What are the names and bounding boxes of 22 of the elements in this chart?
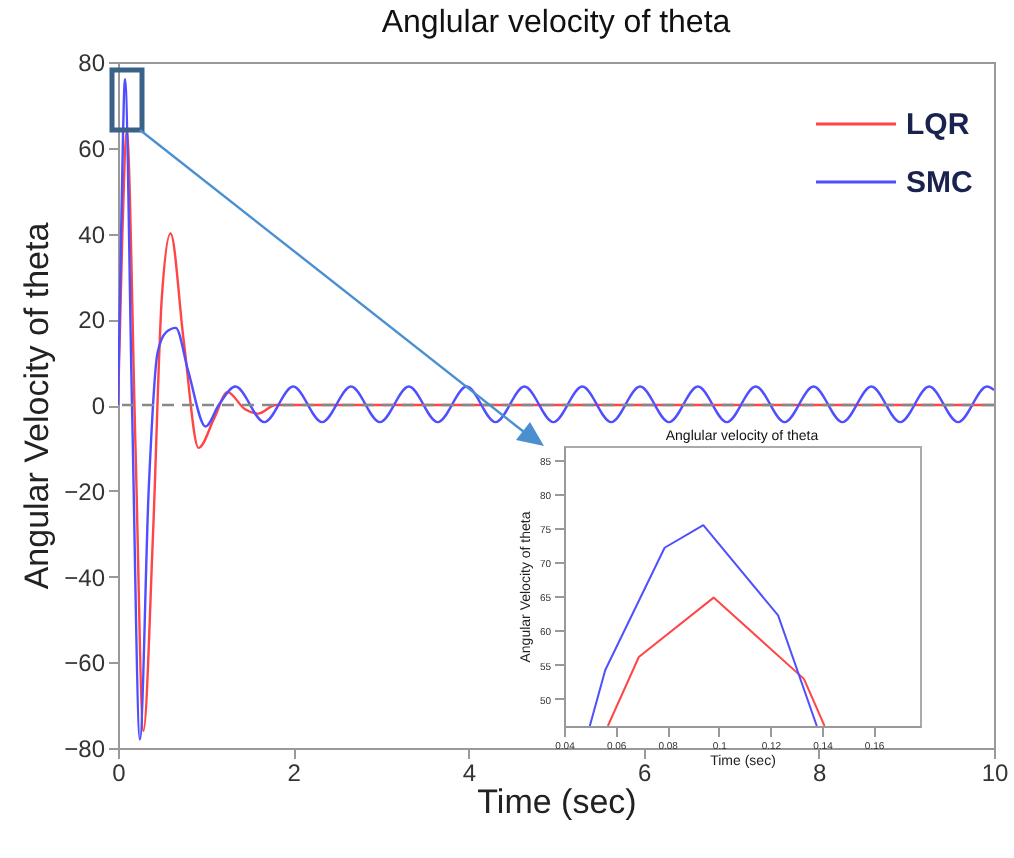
legend-label: LQR xyxy=(906,108,970,142)
x-tick-label: 4 xyxy=(462,759,477,787)
y-axis-title: Angular Velocity of theta xyxy=(18,221,57,590)
y-tick-label: 40 xyxy=(78,220,106,249)
y-tick-label: −40 xyxy=(64,563,106,592)
chart-title: Anglular velocity of theta xyxy=(381,6,731,40)
line-series xyxy=(606,596,826,726)
y-tick-label: 20 xyxy=(78,306,106,335)
x-tick-label: 8 xyxy=(813,759,828,787)
y-tick-label: −20 xyxy=(64,477,106,506)
y-tick-label: −60 xyxy=(64,649,106,678)
x-axis-title: Time (sec) xyxy=(477,783,637,821)
x-tick-label: 2 xyxy=(287,759,302,787)
x-tick-label: 10 xyxy=(981,759,1009,787)
x-tick-label: 6 xyxy=(637,759,652,787)
y-tick-label: 0 xyxy=(91,392,106,420)
legend-label: SMC xyxy=(906,166,973,200)
y-tick-label: 60 xyxy=(78,134,106,163)
line-series xyxy=(588,524,818,726)
y-tick-label: −80 xyxy=(64,735,106,763)
y-tick-label: 80 xyxy=(78,49,106,77)
x-tick-label: 0 xyxy=(112,759,127,787)
